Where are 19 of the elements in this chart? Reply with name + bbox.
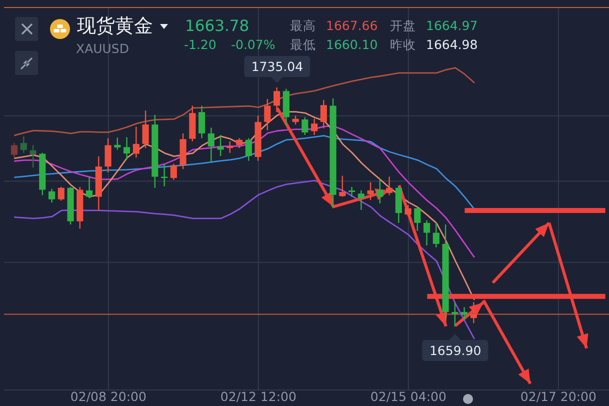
chart-title: 现货黄金 xyxy=(77,15,153,38)
annotation: 1667.66 xyxy=(326,18,378,33)
annotation: 1663.78 xyxy=(185,17,250,36)
annotation: 1664.98 xyxy=(426,37,478,52)
x-tick-label: 02/12 12:00 xyxy=(220,388,296,404)
annotation: 1659.90 xyxy=(422,340,488,361)
annotation: 1664.97 xyxy=(426,18,478,33)
annotation: -1.20 xyxy=(184,37,216,52)
annotation: 最低 xyxy=(290,37,316,52)
annotation: 开盘 xyxy=(390,18,416,33)
annotation: 1735.04 xyxy=(244,56,310,78)
x-tick-label: 02/08 20:00 xyxy=(70,388,146,404)
x-tick-label: 02/15 04:00 xyxy=(370,388,446,404)
annotation: -0.07% xyxy=(231,37,276,52)
x-tick-label: 02/17 20:00 xyxy=(520,388,596,404)
text: XAUUSD xyxy=(76,40,129,56)
annotation: 昨收 xyxy=(390,37,416,52)
annotation: 最高 xyxy=(290,18,316,33)
annotation: 1660.10 xyxy=(326,37,378,52)
